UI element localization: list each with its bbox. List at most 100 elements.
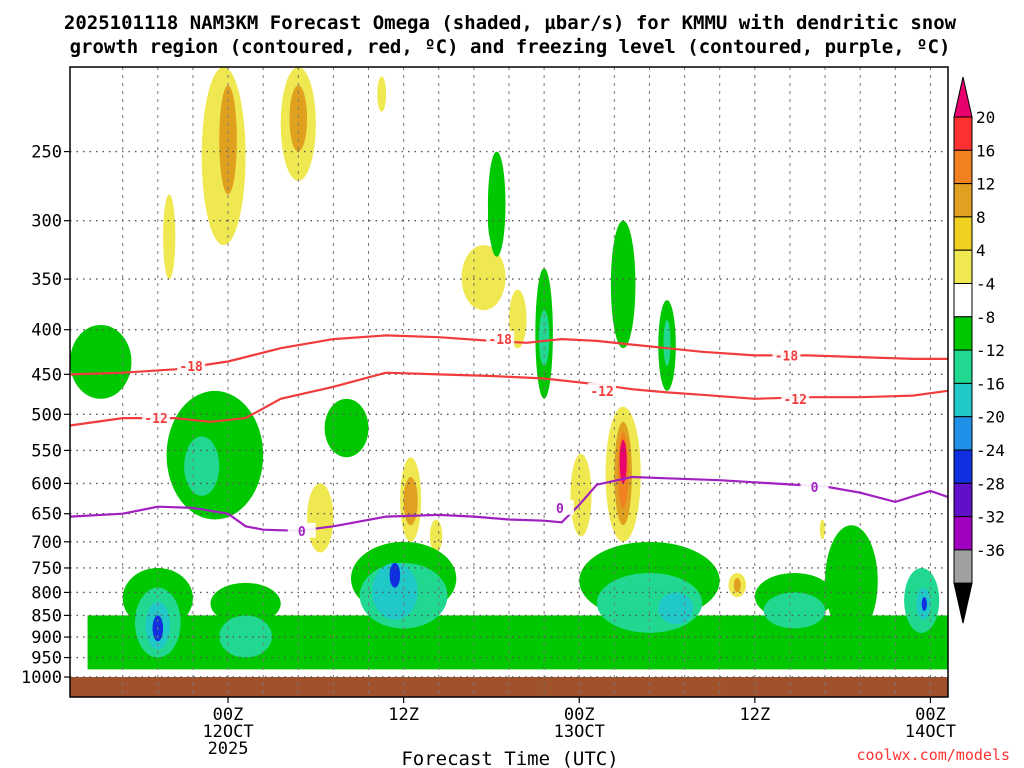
- colorbar-label-8: -16: [976, 374, 1005, 393]
- chart-title-line-1: 2025101118 NAM3KM Forecast Omega (shaded…: [64, 12, 957, 34]
- omega-region-9: [324, 398, 369, 458]
- contour-label-bg-5: [781, 390, 810, 406]
- y-tick-label-550: 550: [31, 441, 62, 461]
- contour-label-8: 0: [811, 481, 819, 496]
- grid-layer: [70, 67, 948, 697]
- x-tick-label-4-0: 00Z: [915, 705, 946, 725]
- omega-region-44: [825, 525, 878, 638]
- colorbar-label-6: -8: [976, 308, 995, 327]
- contour-label-1: -18: [488, 333, 512, 348]
- colorbar-box-3: [953, 216, 973, 251]
- chart-title-line-2: growth region (contoured, red, ºC) and f…: [70, 36, 951, 58]
- x-tick-label-0-1: 12OCT: [202, 722, 253, 742]
- omega-region-6: [70, 324, 132, 399]
- omega-region-8: [184, 436, 220, 496]
- colorbar-box-4: [953, 249, 973, 284]
- ground-strip: [70, 677, 948, 697]
- colorbar-box-10: [953, 449, 973, 484]
- contour-label-0: -18: [179, 360, 203, 375]
- omega-region-12: [403, 477, 418, 526]
- contour-label-bg-7: [545, 499, 574, 515]
- x-tick-label-2-0: 00Z: [564, 705, 595, 725]
- omega-region-16: [487, 151, 506, 257]
- omega-region-27: [663, 320, 671, 366]
- colorbar-box-1: [953, 149, 973, 185]
- omega-region-38: [389, 562, 401, 588]
- colorbar-label-7: -12: [976, 341, 1005, 360]
- y-tick-label-300: 300: [31, 212, 62, 232]
- x-tick-label-0-2: 2025: [208, 739, 249, 759]
- omega-region-50: [819, 519, 826, 540]
- colorbar-top-arrow: [953, 76, 973, 118]
- y-tick-label-650: 650: [31, 505, 62, 525]
- contour-label-7: 0: [556, 502, 564, 517]
- omega-region-37: [372, 562, 418, 620]
- y-axis: 2503003504004505005506006507007508008509…: [21, 143, 70, 688]
- omega-region-3: [289, 85, 308, 152]
- colorbar-box-12: [953, 516, 973, 551]
- y-tick-label-500: 500: [31, 405, 62, 425]
- colorbar: 20 16 12 8 4 -4 -8 -12 -16 -20 -24 -28 -32 -36: [953, 76, 1005, 624]
- colorbar-box-6: [953, 316, 973, 351]
- contour-label-bg-6: [287, 522, 316, 538]
- omega-region-25: [619, 439, 627, 484]
- contour-label-bg-4: [588, 382, 617, 398]
- omega-region-20: [610, 220, 636, 349]
- contour-label-6: 0: [298, 525, 306, 540]
- colorbar-box-0: [953, 116, 973, 151]
- contour-layer: -18 -18 -18 -12 -12 -12 0 0 0: [70, 331, 948, 540]
- omega-shading-layer: [70, 67, 948, 697]
- y-tick-label-750: 750: [31, 559, 62, 579]
- y-tick-label-1000: 1000: [21, 668, 62, 688]
- y-tick-label-950: 950: [31, 649, 62, 669]
- colorbar-box-8: [953, 382, 973, 418]
- colorbar-box-5: [953, 283, 973, 318]
- y-tick-label-800: 800: [31, 583, 62, 603]
- colorbar-label-10: -24: [976, 441, 1005, 460]
- y-tick-label-850: 850: [31, 606, 62, 626]
- colorbar-label-11: -28: [976, 474, 1005, 493]
- y-tick-label-700: 700: [31, 533, 62, 553]
- y-tick-label-900: 900: [31, 628, 62, 648]
- x-tick-label-4-1: 14OCT: [905, 722, 956, 742]
- contour-label-3: -12: [144, 412, 167, 427]
- plot-frame: [69, 66, 949, 698]
- colorbar-box-9: [953, 416, 973, 451]
- colorbar-box-2: [953, 183, 973, 218]
- x-tick-label-3-0: 12Z: [739, 705, 770, 725]
- omega-region-5: [377, 76, 387, 112]
- colorbar-box-7: [953, 349, 973, 384]
- colorbar-label-12: -32: [976, 508, 1005, 527]
- contour-label-bg-3: [142, 410, 171, 426]
- contour-label-bg-0: [177, 357, 206, 373]
- omega-region-13: [429, 519, 443, 553]
- y-tick-label-450: 450: [31, 365, 62, 385]
- omega-region-41: [658, 592, 694, 625]
- contour-label-2: -18: [775, 349, 799, 364]
- y-tick-label-400: 400: [31, 321, 62, 341]
- colorbar-label-3: 8: [976, 208, 986, 227]
- colorbar-box-13: [953, 549, 973, 584]
- x-tick-label-2-1: 13OCT: [554, 722, 605, 742]
- colorbar-label-13: -36: [976, 541, 1005, 560]
- colorbar-label-9: -20: [976, 408, 1005, 427]
- x-axis-label: Forecast Time (UTC): [401, 748, 618, 768]
- x-tick-label-0-0: 00Z: [213, 705, 244, 725]
- omega-region-4: [163, 194, 176, 280]
- omega-region-21: [570, 453, 592, 537]
- contour-label-4: -12: [590, 385, 613, 400]
- colorbar-label-5: -4: [976, 275, 995, 294]
- site-credit: coolwx.com/models: [856, 746, 1010, 764]
- y-tick-label-600: 600: [31, 474, 62, 494]
- colorbar-bottom-arrow: [953, 582, 973, 624]
- omega-region-19: [538, 310, 550, 366]
- contour-label-bg-8: [800, 479, 829, 495]
- x-tick-label-1-0: 12Z: [388, 705, 419, 725]
- y-tick-label-250: 250: [31, 143, 62, 163]
- omega-region-43: [763, 592, 826, 629]
- colorbar-label-0: 20: [976, 108, 995, 127]
- colorbar-label-2: 12: [976, 175, 995, 194]
- y-tick-label-350: 350: [31, 270, 62, 290]
- contour-label-bg-2: [772, 347, 801, 363]
